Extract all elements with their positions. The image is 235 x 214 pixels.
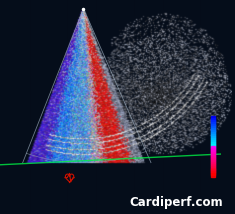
Text: Cardiperf.com: Cardiperf.com [129, 196, 223, 209]
